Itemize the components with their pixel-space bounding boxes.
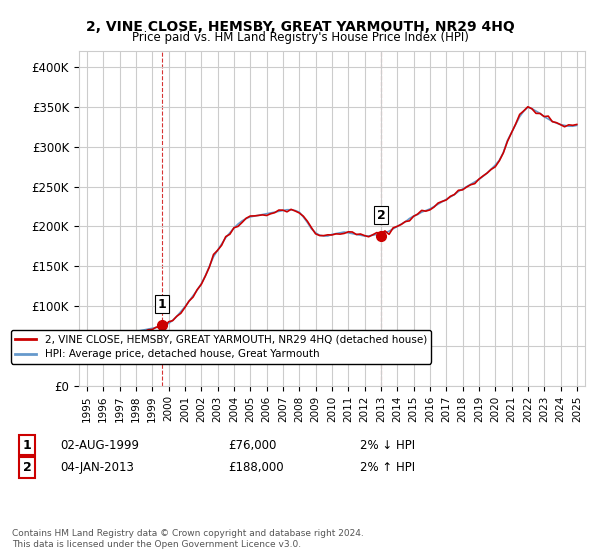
Text: 2: 2 <box>377 209 385 222</box>
Text: Contains HM Land Registry data © Crown copyright and database right 2024.
This d: Contains HM Land Registry data © Crown c… <box>12 529 364 549</box>
Text: 2% ↑ HPI: 2% ↑ HPI <box>360 461 415 474</box>
Text: 1: 1 <box>157 298 166 311</box>
Text: 04-JAN-2013: 04-JAN-2013 <box>60 461 134 474</box>
Text: 2: 2 <box>23 461 31 474</box>
Text: £76,000: £76,000 <box>228 438 277 452</box>
Text: 1: 1 <box>23 438 31 452</box>
Text: Price paid vs. HM Land Registry's House Price Index (HPI): Price paid vs. HM Land Registry's House … <box>131 31 469 44</box>
Text: 2, VINE CLOSE, HEMSBY, GREAT YARMOUTH, NR29 4HQ: 2, VINE CLOSE, HEMSBY, GREAT YARMOUTH, N… <box>86 20 514 34</box>
Legend: 2, VINE CLOSE, HEMSBY, GREAT YARMOUTH, NR29 4HQ (detached house), HPI: Average p: 2, VINE CLOSE, HEMSBY, GREAT YARMOUTH, N… <box>11 330 431 363</box>
Text: £188,000: £188,000 <box>228 461 284 474</box>
Text: 2% ↓ HPI: 2% ↓ HPI <box>360 438 415 452</box>
Text: 02-AUG-1999: 02-AUG-1999 <box>60 438 139 452</box>
